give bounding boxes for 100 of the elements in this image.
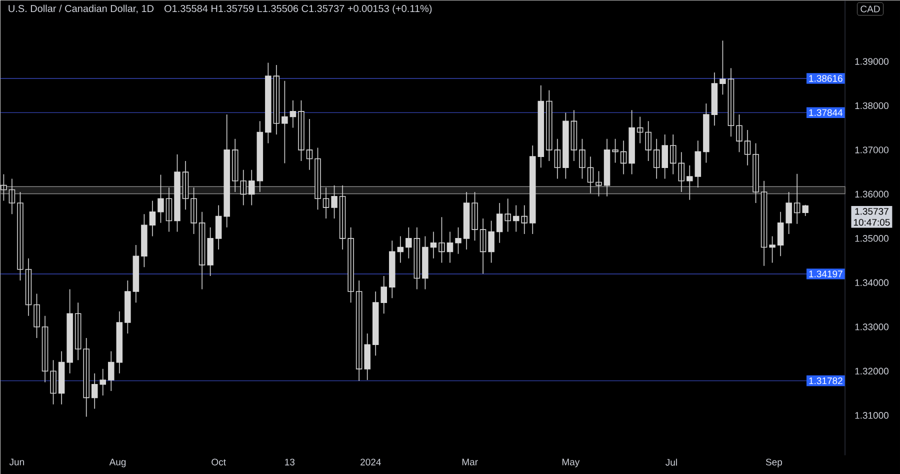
candlestick	[786, 191, 792, 234]
candlestick	[662, 134, 668, 179]
candlestick	[8, 178, 16, 214]
x-tick-label: Sep	[766, 458, 782, 468]
candlestick	[240, 169, 247, 206]
candlestick	[645, 120, 652, 162]
candlestick	[158, 174, 164, 224]
y-tick-label: 1.39000	[855, 58, 889, 65]
candlestick	[670, 134, 676, 175]
candlestick	[215, 204, 222, 250]
candlestick	[472, 191, 478, 241]
candlestick	[339, 184, 346, 250]
candlestick	[546, 90, 552, 162]
candlestick	[628, 110, 635, 175]
candlestick	[100, 368, 106, 396]
y-tick-label: 1.31000	[855, 412, 889, 419]
candlestick	[232, 138, 238, 192]
candlestick	[42, 315, 48, 383]
candlestick	[760, 180, 768, 266]
chart-title: U.S. Dollar / Canadian Dollar, 1D	[8, 4, 154, 14]
candlestick	[438, 216, 445, 264]
candlestick	[372, 291, 379, 356]
candlestick	[166, 187, 172, 232]
candlestick	[298, 100, 304, 162]
candlestick	[198, 211, 206, 290]
x-tick-label: Mar	[462, 458, 478, 466]
candlestick	[273, 64, 280, 135]
candlestick	[686, 164, 693, 200]
x-tick-label: 2024	[360, 458, 381, 466]
candlestick	[538, 84, 544, 168]
candlestick	[480, 218, 486, 274]
y-tick-label: 1.36000	[855, 190, 889, 198]
candlestick	[463, 191, 470, 250]
candlestick	[248, 169, 255, 206]
candlestick	[596, 170, 602, 197]
candlestick	[579, 138, 586, 179]
candlestick	[25, 258, 32, 316]
candlestick	[446, 231, 454, 264]
candlestick	[406, 226, 412, 259]
ref-line-label: 1.38616	[809, 74, 842, 82]
candlestick	[612, 138, 618, 164]
candlestick	[174, 154, 180, 232]
candlestick	[422, 236, 428, 290]
candlestick	[604, 138, 610, 197]
candlestick	[364, 333, 370, 380]
candlestick	[570, 110, 578, 162]
candlestick	[752, 142, 759, 204]
y-tick-label: 1.32000	[855, 368, 889, 374]
candlestick	[530, 145, 536, 234]
candlestick	[348, 226, 354, 303]
candlestick	[636, 116, 644, 144]
y-tick-label: 1.35000	[855, 234, 889, 242]
ref-line-label: 1.34197	[809, 270, 842, 278]
candlestick	[488, 220, 494, 264]
ref-line-label: 1.31782	[809, 377, 842, 384]
candlestick	[554, 138, 561, 179]
candlestick	[496, 202, 503, 244]
candlestick	[512, 204, 520, 232]
candlestick	[678, 152, 685, 192]
candlestick	[620, 140, 627, 175]
candlestick	[744, 130, 751, 166]
candlestick	[769, 236, 776, 264]
candlestick	[282, 80, 288, 164]
x-tick-label: May	[562, 458, 580, 468]
candlestick	[50, 360, 56, 405]
x-tick-label: Jul	[666, 458, 677, 466]
candlestick	[455, 226, 462, 254]
x-tick-label: Jun	[9, 458, 24, 466]
candlestick	[74, 302, 82, 360]
candlestick	[224, 114, 230, 228]
candlestick	[562, 112, 569, 179]
candlestick	[389, 240, 396, 298]
candlestick	[290, 100, 296, 128]
candlestick	[141, 214, 148, 268]
candlestick	[653, 138, 660, 179]
candlestick	[149, 200, 156, 237]
x-tick-label: Oct	[212, 458, 226, 466]
candlestick	[397, 236, 404, 264]
candlestick	[414, 226, 420, 290]
candlestick	[256, 120, 264, 192]
chart-subtitle: O1.35584 H1.35759 L1.35506 C1.35737 +0.00153 (+0.11%)	[164, 4, 432, 14]
candlestick	[794, 173, 800, 224]
candlestick	[430, 231, 437, 259]
candlestick	[380, 276, 387, 314]
candlestick	[182, 160, 189, 210]
candlestick	[521, 204, 528, 234]
candlestick	[322, 187, 330, 219]
candlestick	[91, 372, 98, 410]
candlestick	[504, 198, 511, 232]
candlestick	[587, 156, 594, 194]
x-tick-label: 13	[285, 458, 295, 466]
ref-line-label: 1.37844	[809, 109, 843, 116]
candlestick	[34, 293, 40, 338]
candlestick	[17, 191, 24, 281]
candlestick	[703, 102, 710, 164]
text: 1.35737	[855, 208, 888, 215]
y-tick-label: 1.33000	[855, 323, 889, 330]
x-tick-label: Aug	[109, 458, 126, 468]
candlestick	[83, 337, 90, 418]
candlestick	[190, 187, 197, 234]
